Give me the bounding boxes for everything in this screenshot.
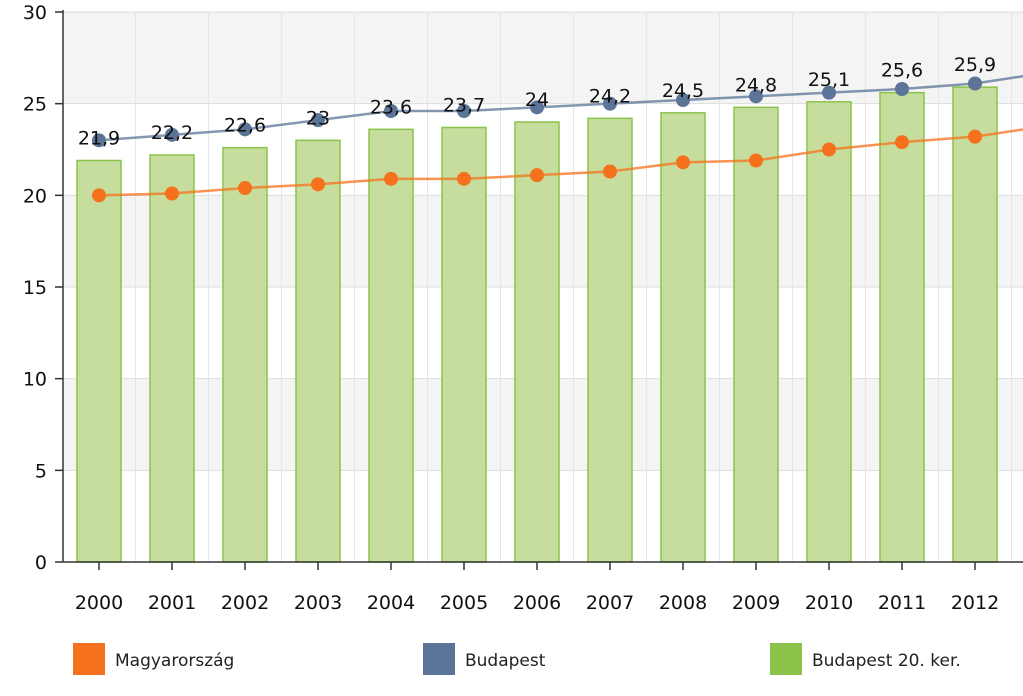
point-magyarorsz-g-2009 xyxy=(749,153,763,168)
bar-2008 xyxy=(660,112,706,563)
legend-label-magyarorsz-g: Magyarország xyxy=(115,651,234,671)
bar-2005 xyxy=(441,126,487,563)
data-label: 25,9 xyxy=(954,54,996,76)
point-budapest-2012 xyxy=(968,76,982,91)
x-tick-label: 2000 xyxy=(75,592,123,614)
point-magyarorsz-g-2003 xyxy=(311,177,325,192)
legend: Magyarország Budapest Budapest 20. ker. xyxy=(73,643,961,675)
x-tick-label: 2011 xyxy=(878,592,926,614)
point-magyarorsz-g-2010 xyxy=(822,142,836,157)
point-magyarorsz-g-2002 xyxy=(238,181,252,195)
bar-2012 xyxy=(952,86,998,563)
point-budapest-2011 xyxy=(895,82,909,96)
data-label: 25,1 xyxy=(808,69,850,91)
point-magyarorsz-g-2006 xyxy=(530,168,544,183)
x-tick-label: 2008 xyxy=(659,592,707,614)
vertical-gridlines xyxy=(135,12,1012,562)
line-budapest xyxy=(98,75,1023,142)
bar-2009 xyxy=(733,106,779,563)
point-budapest-2002 xyxy=(238,122,252,137)
y-tick-label: 15 xyxy=(23,277,47,299)
x-tick-label: 2010 xyxy=(805,592,853,614)
bar-2003 xyxy=(295,139,341,563)
data-label: 22,2 xyxy=(151,122,193,144)
point-budapest-2006 xyxy=(530,100,544,115)
grid-band xyxy=(63,12,1023,104)
point-magyarorsz-g-2007 xyxy=(603,164,617,179)
bar-2011 xyxy=(879,91,925,563)
y-tick-label: 10 xyxy=(23,369,47,391)
point-magyarorsz-g-2012 xyxy=(968,129,982,144)
data-label: 21,9 xyxy=(78,128,120,150)
legend-label-budapest-20-ker-: Budapest 20. ker. xyxy=(812,651,961,671)
x-tick-label: 2006 xyxy=(513,592,561,614)
data-label: 22,6 xyxy=(224,115,266,137)
x-tick-label: 2003 xyxy=(294,592,342,614)
line-magyarorsz-g xyxy=(98,128,1023,197)
legend-swatch-magyarorsz-g xyxy=(73,643,105,675)
data-label: 23 xyxy=(306,107,330,129)
data-labels: 21,9 22,2 22,6 23 23,6 23,7 24 24,2 24,5 24,8 25,1… xyxy=(78,54,996,149)
y-tick-label: 5 xyxy=(35,460,47,482)
axes xyxy=(55,10,1023,570)
data-label: 23,7 xyxy=(443,95,485,117)
data-label: 24,2 xyxy=(589,85,631,107)
bar-2006 xyxy=(514,121,560,563)
x-tick-label: 2012 xyxy=(951,592,999,614)
data-label: 24,5 xyxy=(662,80,704,102)
point-budapest-2007 xyxy=(603,96,617,111)
y-tick-labels: 0 5 10 15 20 25 30 xyxy=(23,2,47,574)
line-series xyxy=(92,75,1023,203)
legend-swatch-budapest-20-ker- xyxy=(770,643,802,675)
bar-2004 xyxy=(368,128,414,563)
legend-label-budapest: Budapest xyxy=(465,651,546,671)
point-budapest-2005 xyxy=(457,104,471,118)
bar-2000 xyxy=(76,159,122,563)
point-budapest-2008 xyxy=(676,93,690,107)
point-magyarorsz-g-2004 xyxy=(384,171,398,186)
point-budapest-2003 xyxy=(311,113,325,128)
y-tick-label: 20 xyxy=(23,185,47,207)
y-tick-label: 0 xyxy=(35,552,47,574)
x-tick-label: 2005 xyxy=(440,592,488,614)
x-tick-label: 2009 xyxy=(732,592,780,614)
bar-2002 xyxy=(222,146,268,563)
x-tick-labels: 2000 2001 2002 2003 2004 2005 2006 2007 2008 2009… xyxy=(75,592,999,614)
x-tick-label: 2002 xyxy=(221,592,269,614)
point-budapest-2004 xyxy=(384,104,398,118)
bar-2007 xyxy=(587,117,633,563)
data-label: 24,8 xyxy=(735,74,777,96)
bar-2001 xyxy=(149,154,195,563)
bar-series xyxy=(76,86,998,563)
x-tick-label: 2001 xyxy=(148,592,196,614)
point-budapest-2000 xyxy=(92,133,106,148)
bar-2010 xyxy=(806,101,852,563)
point-magyarorsz-g-2005 xyxy=(457,171,471,186)
point-budapest-2009 xyxy=(749,89,763,104)
point-budapest-2010 xyxy=(822,85,836,100)
point-magyarorsz-g-2011 xyxy=(895,135,909,150)
point-magyarorsz-g-2000 xyxy=(92,188,106,203)
y-tick-label: 25 xyxy=(23,94,47,116)
point-magyarorsz-g-2001 xyxy=(165,186,179,201)
data-label: 24 xyxy=(525,89,549,111)
point-budapest-2001 xyxy=(165,127,179,142)
legend-swatch-budapest xyxy=(423,643,455,675)
x-tick-label: 2007 xyxy=(586,592,634,614)
x-tick-label: 2004 xyxy=(367,592,415,614)
data-label: 23,6 xyxy=(370,96,412,118)
data-label: 25,6 xyxy=(881,60,923,82)
point-magyarorsz-g-2008 xyxy=(676,155,690,170)
y-tick-label: 30 xyxy=(23,2,47,24)
